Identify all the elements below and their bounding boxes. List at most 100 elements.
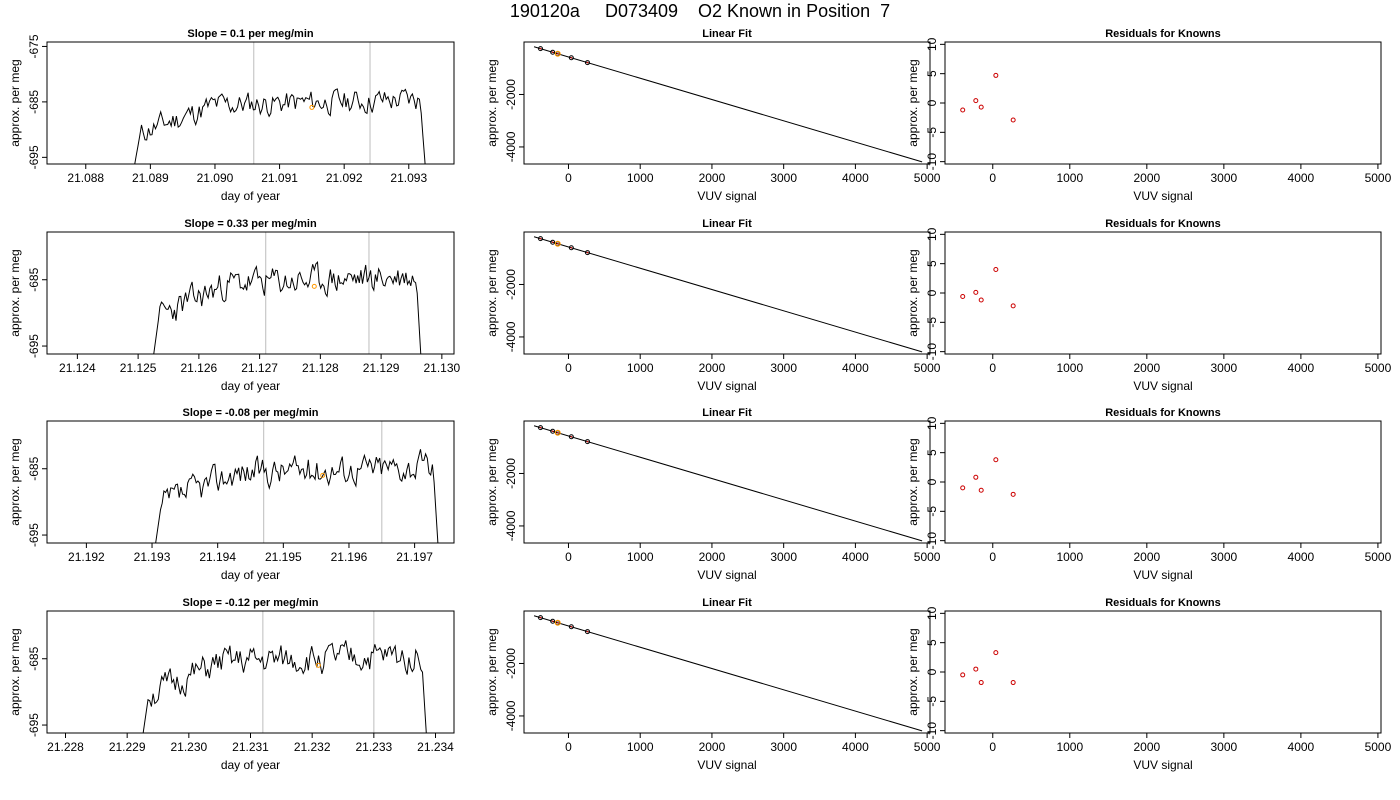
x-tick-label: 21.093 [390, 171, 427, 185]
highlight-point [315, 662, 321, 668]
highlight-point [311, 283, 317, 289]
data-point-center [586, 61, 589, 64]
data-point-center [551, 51, 554, 54]
x-tick-label: 5000 [1365, 740, 1392, 754]
x-tick-label: 4000 [1288, 550, 1315, 564]
x-tick-label: 21.230 [170, 740, 207, 754]
x-tick-label: 21.090 [197, 171, 234, 185]
highlight-point [554, 619, 561, 626]
panel-3-2: Linear Fit VUV signal approx. per meg 0 1000… [485, 407, 941, 582]
x-tick-label: 21.194 [199, 550, 236, 564]
data-point [973, 98, 979, 104]
data-point [584, 439, 590, 445]
panel-title: Linear Fit [702, 28, 752, 40]
data-series-line [134, 88, 426, 164]
x-axis-label: VUV signal [1133, 379, 1192, 393]
data-point [550, 618, 556, 624]
x-tick-label: 2000 [699, 361, 726, 375]
y-tick-label: 0 [925, 99, 939, 106]
panel-title: Residuals for Knowns [1105, 407, 1221, 419]
data-point-center [556, 52, 559, 55]
x-tick-label: 4000 [842, 171, 869, 185]
data-point [1010, 117, 1016, 123]
data-point [568, 55, 574, 61]
x-tick-label: 21.229 [109, 740, 146, 754]
data-point [978, 680, 984, 686]
plot-area [533, 236, 923, 353]
plot-frame [523, 41, 931, 165]
plot-frame [46, 41, 455, 165]
x-tick-label: 0 [989, 171, 996, 185]
x-tick-label: 1000 [627, 740, 654, 754]
x-tick-label: 1000 [1056, 550, 1083, 564]
x-axis-label: VUV signal [697, 189, 756, 203]
x-axis-label: day of year [221, 379, 280, 393]
data-point [978, 487, 984, 493]
x-tick-label: 3000 [770, 550, 797, 564]
y-tick-label: 5 [925, 639, 939, 646]
y-tick-label: -685 [27, 90, 41, 114]
x-tick-label: 5000 [914, 550, 941, 564]
x-tick-label: 21.195 [265, 550, 302, 564]
x-axis-label: day of year [221, 189, 280, 203]
x-tick-label: 21.196 [331, 550, 368, 564]
panel-title: Linear Fit [702, 597, 752, 609]
plot-area [960, 267, 1016, 309]
figure-title: 190120a D073409 O2 Known in Position 7 [509, 1, 891, 21]
data-point-center [586, 630, 589, 633]
y-tick-label: -685 [27, 456, 41, 480]
x-tick-label: 0 [989, 361, 996, 375]
plot-frame [523, 610, 931, 734]
data-point [568, 434, 574, 440]
data-point-center [551, 620, 554, 623]
panel-title: Slope = -0.12 per meg/min [182, 597, 318, 609]
x-tick-label: 1000 [1056, 171, 1083, 185]
x-tick-label: 2000 [699, 171, 726, 185]
x-tick-label: 21.125 [120, 361, 157, 375]
x-tick-label: 21.192 [68, 550, 105, 564]
x-axis-label: VUV signal [697, 758, 756, 772]
x-tick-label: 5000 [1365, 171, 1392, 185]
panel-4-2: Linear Fit VUV signal approx. per meg 0 1000… [485, 597, 941, 772]
x-axis-label: VUV signal [1133, 758, 1192, 772]
x-tick-label: 0 [989, 740, 996, 754]
plot-area [533, 46, 923, 163]
data-point [568, 624, 574, 630]
y-tick-label: -4000 [504, 131, 518, 162]
x-tick-label: 21.193 [134, 550, 171, 564]
x-tick-label: 3000 [770, 740, 797, 754]
data-point [960, 672, 966, 678]
panel-4-3: Residuals for Knowns VUV signal approx. pe… [906, 597, 1392, 772]
panel-1-3: Residuals for Knowns VUV signal approx. pe… [906, 28, 1392, 203]
data-point-center [556, 431, 559, 434]
highlight-point [554, 240, 561, 247]
x-tick-label: 1000 [1056, 740, 1083, 754]
y-tick-label: -4000 [504, 510, 518, 541]
y-tick-label: -10 [925, 153, 939, 171]
panel-2-2: Linear Fit VUV signal approx. per meg 0 1000… [485, 218, 941, 393]
y-tick-label: -5 [925, 696, 939, 707]
y-tick-label: 0 [925, 478, 939, 485]
x-tick-label: 2000 [1133, 171, 1160, 185]
highlight-point [309, 104, 315, 110]
data-point [960, 294, 966, 300]
panel-title: Residuals for Knowns [1105, 28, 1221, 40]
x-tick-label: 21.089 [132, 171, 169, 185]
fit-line [533, 236, 923, 353]
data-point [1010, 680, 1016, 686]
x-tick-label: 4000 [1288, 361, 1315, 375]
x-tick-label: 0 [565, 171, 572, 185]
plot-area [155, 421, 439, 543]
panel-1-1: Slope = 0.1 per meg/min day of year approx… [8, 28, 455, 203]
plot-frame [944, 41, 1382, 165]
data-point [584, 250, 590, 256]
x-tick-label: 2000 [699, 740, 726, 754]
y-tick-label: -4000 [504, 321, 518, 352]
data-point [973, 289, 979, 295]
data-point-center [556, 621, 559, 624]
y-tick-label: -2000 [504, 79, 518, 110]
x-tick-label: 3000 [1211, 171, 1238, 185]
x-tick-label: 21.127 [241, 361, 278, 375]
y-tick-label: -695 [27, 145, 41, 169]
data-point [550, 428, 556, 434]
